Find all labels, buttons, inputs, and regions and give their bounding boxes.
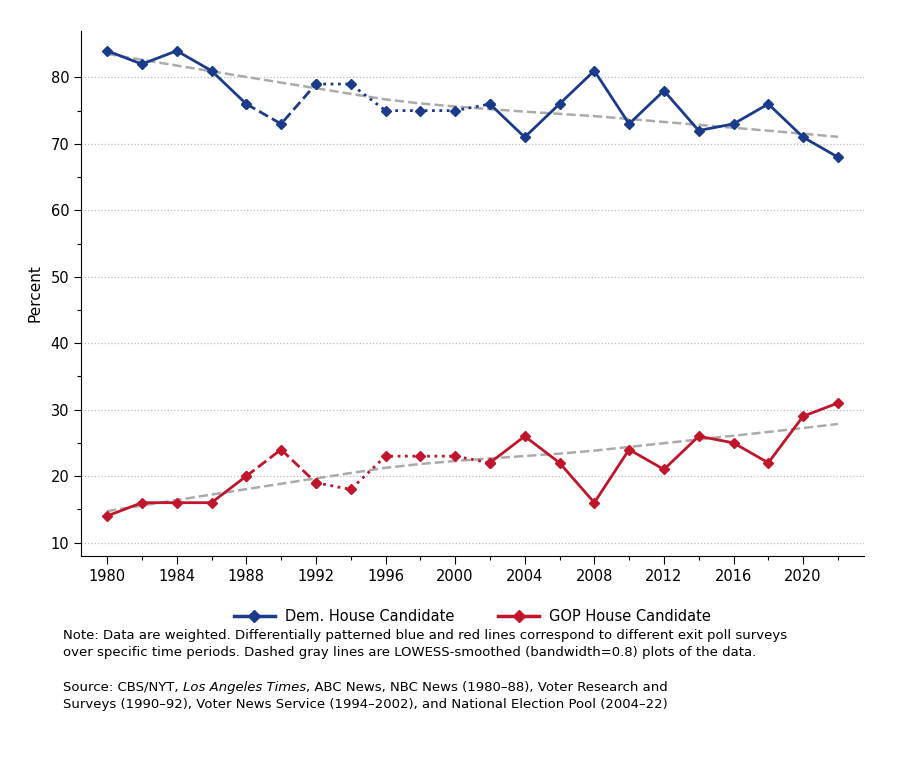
Text: , ABC News, NBC News (1980–88), Voter Research and: , ABC News, NBC News (1980–88), Voter Re… [306, 681, 668, 694]
Text: Source: CBS/NYT,: Source: CBS/NYT, [63, 681, 183, 694]
Y-axis label: Percent: Percent [27, 265, 42, 322]
Legend: Dem. House Candidate, GOP House Candidate: Dem. House Candidate, GOP House Candidat… [228, 603, 717, 630]
Text: Note: Data are weighted. Differentially patterned blue and red lines correspond : Note: Data are weighted. Differentially … [63, 629, 788, 642]
Text: Los Angeles Times: Los Angeles Times [183, 681, 306, 694]
Text: Surveys (1990–92), Voter News Service (1994–2002), and National Election Pool (2: Surveys (1990–92), Voter News Service (1… [63, 698, 668, 711]
Text: over specific time periods. Dashed gray lines are LOWESS-smoothed (bandwidth=0.8: over specific time periods. Dashed gray … [63, 646, 756, 659]
